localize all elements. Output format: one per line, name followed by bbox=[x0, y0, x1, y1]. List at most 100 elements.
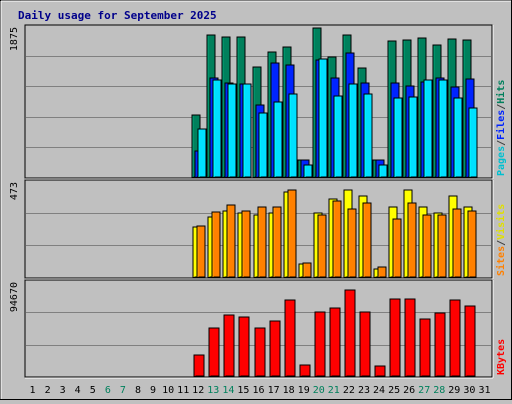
bar-kbytes-day-20 bbox=[314, 311, 326, 377]
x-tick-label-day-18: 18 bbox=[283, 385, 295, 396]
x-tick-label-day-20: 20 bbox=[313, 385, 325, 396]
bar-sites-day-18 bbox=[287, 189, 297, 278]
bar-kbytes-day-28 bbox=[434, 312, 446, 377]
bar-sites-day-23 bbox=[362, 202, 372, 278]
bar-kbytes-day-12 bbox=[193, 354, 205, 377]
x-tick-label-day-9: 9 bbox=[150, 385, 156, 396]
bar-pages-day-14 bbox=[227, 83, 237, 178]
ymax-label-visits-sites: 473 bbox=[9, 182, 20, 200]
bar-sites-day-21 bbox=[332, 200, 342, 278]
bar-sites-day-12 bbox=[196, 225, 206, 278]
x-tick-label-day-12: 12 bbox=[192, 385, 204, 396]
bar-kbytes-day-29 bbox=[449, 299, 461, 377]
panel-frame-pages-files-hits bbox=[24, 24, 493, 179]
panel-frame-kbytes bbox=[24, 279, 493, 378]
chart-title: Daily usage for September 2025 bbox=[18, 9, 217, 22]
x-tick-label-day-8: 8 bbox=[135, 385, 141, 396]
bar-sites-day-28 bbox=[437, 214, 447, 278]
bar-kbytes-day-17 bbox=[269, 320, 281, 377]
bar-kbytes-day-15 bbox=[238, 316, 250, 377]
bar-sites-day-13 bbox=[211, 211, 221, 278]
bar-pages-day-29 bbox=[453, 97, 463, 178]
bar-pages-day-19 bbox=[303, 164, 313, 178]
bar-sites-day-24 bbox=[377, 266, 387, 278]
bar-pages-day-21 bbox=[333, 95, 343, 178]
x-tick-label-day-28: 28 bbox=[433, 385, 445, 396]
bar-kbytes-day-23 bbox=[359, 311, 371, 377]
bar-sites-day-15 bbox=[241, 210, 251, 278]
bar-pages-day-16 bbox=[258, 112, 268, 178]
bar-pages-day-24 bbox=[378, 164, 388, 178]
bar-kbytes-day-22 bbox=[344, 289, 356, 377]
bar-kbytes-day-18 bbox=[284, 299, 296, 377]
bar-kbytes-day-14 bbox=[223, 314, 235, 377]
x-tick-label-day-7: 7 bbox=[120, 385, 126, 396]
x-tick-label-day-24: 24 bbox=[373, 385, 385, 396]
ymax-label-pages-files-hits: 1875 bbox=[9, 27, 20, 51]
bar-kbytes-day-27 bbox=[419, 318, 431, 377]
legend-item-visits: Visits bbox=[495, 204, 507, 240]
x-tick-label-day-29: 29 bbox=[448, 385, 460, 396]
x-tick-label-day-27: 27 bbox=[418, 385, 430, 396]
x-tick-label-day-17: 17 bbox=[268, 385, 280, 396]
x-tick-label-day-26: 26 bbox=[403, 385, 415, 396]
bar-pages-day-30 bbox=[468, 107, 478, 178]
x-tick-label-day-13: 13 bbox=[207, 385, 219, 396]
legend-pages-files-hits: Pages/Files/Hits bbox=[495, 80, 507, 176]
legend-item-pages: Pages bbox=[496, 146, 507, 176]
bar-kbytes-day-13 bbox=[208, 327, 220, 377]
x-tick-label-day-10: 10 bbox=[162, 385, 174, 396]
legend-item-separator: / bbox=[496, 240, 507, 246]
bar-kbytes-day-30 bbox=[464, 305, 476, 377]
bar-sites-day-30 bbox=[467, 210, 477, 278]
bar-sites-day-22 bbox=[347, 208, 357, 278]
panel-frame-visits-sites bbox=[24, 179, 493, 279]
bar-sites-day-25 bbox=[392, 218, 402, 278]
legend-item-kbytes: KBytes bbox=[496, 339, 507, 375]
bar-pages-day-28 bbox=[438, 79, 448, 178]
bar-kbytes-day-26 bbox=[404, 298, 416, 377]
bar-sites-day-14 bbox=[226, 204, 236, 278]
x-tick-label-day-14: 14 bbox=[222, 385, 234, 396]
x-tick-label-day-6: 6 bbox=[105, 385, 111, 396]
legend-item-separator: / bbox=[496, 140, 507, 146]
bar-pages-day-20 bbox=[318, 58, 328, 178]
bar-kbytes-day-25 bbox=[389, 298, 401, 377]
x-tick-label-day-25: 25 bbox=[388, 385, 400, 396]
x-tick-label-day-22: 22 bbox=[343, 385, 355, 396]
bar-kbytes-day-16 bbox=[254, 327, 266, 377]
bar-pages-day-23 bbox=[363, 93, 373, 178]
bar-kbytes-day-21 bbox=[329, 307, 341, 377]
x-tick-label-day-1: 1 bbox=[29, 385, 35, 396]
bar-pages-day-15 bbox=[242, 83, 252, 178]
x-tick-label-day-16: 16 bbox=[252, 385, 264, 396]
bar-pages-day-13 bbox=[212, 79, 222, 178]
bar-sites-day-20 bbox=[317, 214, 327, 278]
legend-item-sites: Sites bbox=[495, 246, 507, 276]
bar-pages-day-17 bbox=[273, 101, 283, 178]
legend-item-hits: Hits bbox=[495, 80, 507, 104]
x-tick-label-day-4: 4 bbox=[75, 385, 81, 396]
x-tick-label-day-3: 3 bbox=[60, 385, 66, 396]
x-tick-label-day-23: 23 bbox=[358, 385, 370, 396]
bar-pages-day-18 bbox=[288, 93, 298, 178]
bar-pages-day-26 bbox=[408, 96, 418, 178]
bar-pages-day-12 bbox=[197, 128, 207, 178]
bar-sites-day-19 bbox=[302, 262, 312, 278]
bar-pages-day-27 bbox=[423, 79, 433, 178]
legend-item-separator: / bbox=[496, 104, 507, 110]
x-tick-label-day-11: 11 bbox=[177, 385, 189, 396]
x-tick-label-day-31: 31 bbox=[478, 385, 490, 396]
ymax-label-kbytes: 94670 bbox=[9, 282, 20, 312]
x-tick-label-day-30: 30 bbox=[463, 385, 475, 396]
bar-sites-day-16 bbox=[257, 206, 267, 278]
bar-sites-day-29 bbox=[452, 208, 462, 278]
bar-sites-day-17 bbox=[272, 206, 282, 278]
bar-pages-day-25 bbox=[393, 97, 403, 178]
x-tick-label-day-2: 2 bbox=[45, 385, 51, 396]
x-tick-label-day-21: 21 bbox=[328, 385, 340, 396]
bar-kbytes-day-19 bbox=[299, 364, 311, 377]
x-tick-label-day-15: 15 bbox=[237, 385, 249, 396]
